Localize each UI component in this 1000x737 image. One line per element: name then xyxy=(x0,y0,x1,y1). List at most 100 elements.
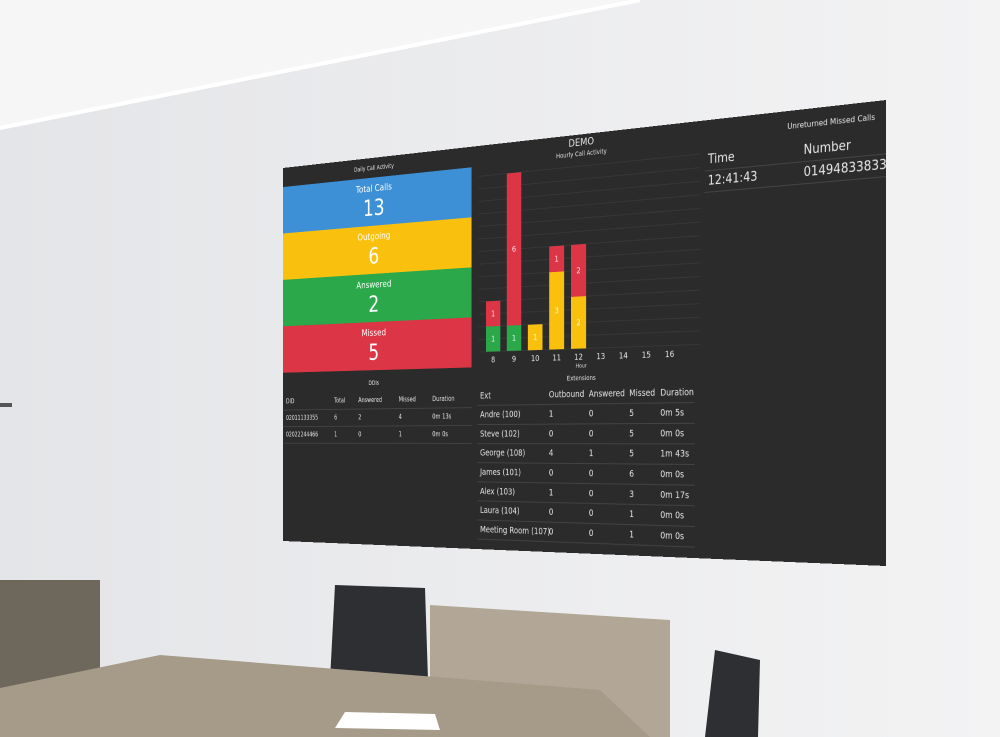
table-cell: 4 xyxy=(399,414,403,421)
column-header: Duration xyxy=(660,387,694,399)
table-cell: 0m 0s xyxy=(432,431,448,439)
table-cell: Andre (100) xyxy=(480,409,521,420)
paper xyxy=(335,712,440,730)
x-tick-label: 10 xyxy=(531,354,539,363)
value-label: 1 xyxy=(555,255,559,265)
table-cell: 0 xyxy=(589,468,594,479)
wall-fixture xyxy=(0,403,12,407)
column-header: Number xyxy=(804,139,852,158)
table-cell: 2 xyxy=(358,415,361,422)
row-separator xyxy=(477,403,694,406)
table-cell: 4 xyxy=(549,448,553,459)
chair xyxy=(330,585,428,680)
row-separator xyxy=(477,423,694,424)
table-cell: Laura (104) xyxy=(480,505,520,516)
stat-tile xyxy=(283,317,472,373)
column-header: Time xyxy=(707,151,735,168)
table xyxy=(0,655,650,737)
x-tick-label: 9 xyxy=(512,355,516,364)
stat-tile xyxy=(283,217,472,280)
column-header: Answered xyxy=(589,388,625,399)
panel-title: Extensions xyxy=(567,375,596,384)
row-separator xyxy=(477,482,694,485)
table-cell: 0 xyxy=(589,488,594,499)
value-label: 2 xyxy=(576,318,580,327)
table-cell: 1 xyxy=(589,448,594,459)
value-label: 1 xyxy=(491,310,495,319)
column-header: Missed xyxy=(629,387,655,398)
tile-value: 13 xyxy=(363,195,384,223)
tile-label: Answered xyxy=(356,278,391,291)
x-tick-label: 16 xyxy=(665,350,674,360)
column-header: Duration xyxy=(432,396,454,404)
table-cell: 0 xyxy=(589,409,594,420)
value-label: 3 xyxy=(555,307,559,316)
table-cell: 0 xyxy=(358,432,361,439)
chart-title: Hourly Call Activity xyxy=(556,148,607,161)
x-tick-label: 12 xyxy=(574,353,583,363)
column-header: Ext xyxy=(480,391,491,401)
column-header: Outbound xyxy=(549,389,584,400)
table-cell: 1m 43s xyxy=(660,449,689,460)
table-cell: 5 xyxy=(629,428,634,439)
tile-label: Outgoing xyxy=(357,229,390,243)
table-cell: 1 xyxy=(549,409,553,420)
column-header: Missed xyxy=(399,396,416,404)
dashboard: DEMO Daily Call Activity DDIs Hourly Cal… xyxy=(283,114,886,566)
column-header: Total xyxy=(333,398,345,405)
table-cell: 0 xyxy=(549,429,553,440)
table-cell: Meeting Room (107) xyxy=(480,524,550,537)
table-cell: 01494833833 xyxy=(804,158,886,180)
screen: DEMO Daily Call Activity DDIs Hourly Cal… xyxy=(283,100,886,567)
table-cell: 12:41:43 xyxy=(708,171,758,190)
panel-title: DDIs xyxy=(368,380,379,388)
table-cell: 5 xyxy=(629,448,634,459)
value-label: 2 xyxy=(576,266,580,276)
value-label: 1 xyxy=(512,334,516,343)
table-cell: 6 xyxy=(629,469,634,480)
panel-title: Unreturned Missed Calls xyxy=(787,114,875,132)
chair xyxy=(705,650,760,737)
table-cell: 0m 17s xyxy=(660,489,689,501)
x-tick-label: 8 xyxy=(491,356,495,365)
table-cell: 0 xyxy=(589,508,594,519)
value-label: 1 xyxy=(491,335,495,344)
table-cell: 1 xyxy=(549,487,553,498)
table-cell: 0m 0s xyxy=(660,530,684,542)
table-cell: George (108) xyxy=(480,448,526,459)
table-cell: 0 xyxy=(549,527,553,538)
tile-label: Total Calls xyxy=(355,181,392,196)
value-label: 1 xyxy=(533,333,537,342)
panel-title: Daily Call Activity xyxy=(354,163,394,175)
x-tick-label: 14 xyxy=(619,351,628,361)
table-cell: 0 xyxy=(589,528,594,539)
table-cell: 0m 5s xyxy=(660,407,684,418)
table-cell: 1 xyxy=(399,432,402,439)
x-tick-label: 15 xyxy=(642,351,651,361)
column-header: Answered xyxy=(358,397,382,405)
tile-label: Missed xyxy=(362,327,387,339)
table-cell: James (101) xyxy=(479,467,521,478)
table-cell: 0m 0s xyxy=(660,428,684,439)
table-cell: 1 xyxy=(629,529,634,540)
table-cell: 0m 0s xyxy=(660,510,684,522)
stat-tile xyxy=(283,167,472,234)
x-tick-label: 13 xyxy=(596,352,605,362)
table-cell: Alex (103) xyxy=(480,486,515,497)
x-axis-label: Hour xyxy=(576,362,587,369)
tile-value: 6 xyxy=(368,244,379,271)
table-cell: Steve (102) xyxy=(480,429,520,439)
table-cell: 02011133355 xyxy=(286,415,318,422)
table-cell: 0 xyxy=(549,507,553,518)
table-cell: 1 xyxy=(334,432,337,439)
table-cell: 0m 0s xyxy=(660,469,684,480)
row-separator xyxy=(284,426,472,427)
tile-value: 2 xyxy=(368,292,379,318)
table-cell: 6 xyxy=(334,415,338,422)
light-strip xyxy=(0,0,641,130)
tile-value: 5 xyxy=(368,340,379,366)
stat-tile xyxy=(283,267,472,327)
table-cell: 0m 13s xyxy=(432,414,451,422)
dashboard-title: DEMO xyxy=(568,135,594,150)
